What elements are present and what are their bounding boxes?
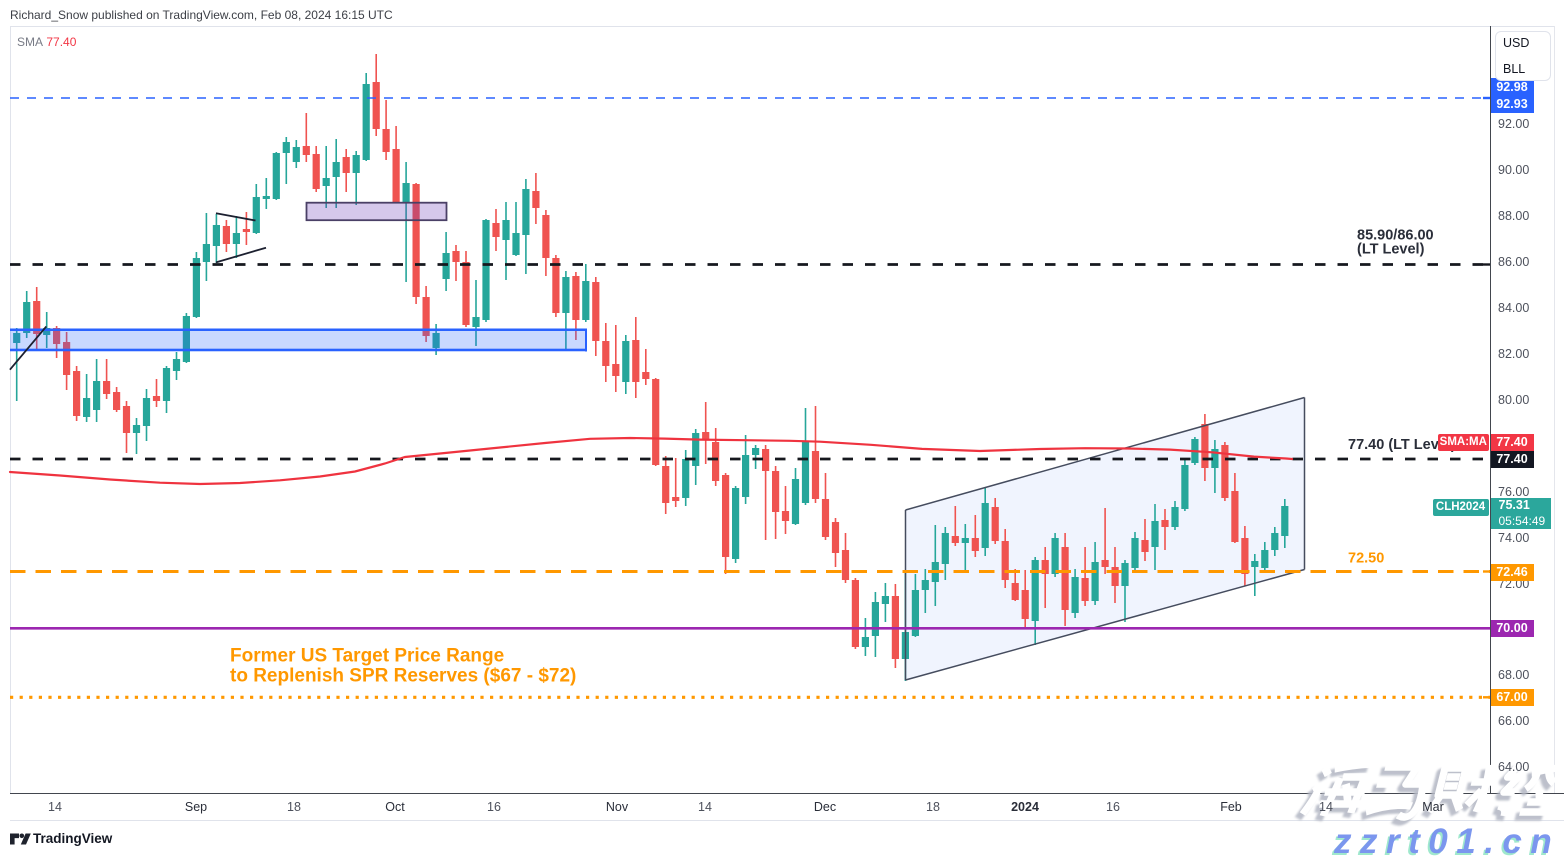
svg-text:TradingView: TradingView	[33, 831, 113, 846]
svg-text:72.50: 72.50	[1348, 551, 1384, 567]
svg-text:77.40 (LT Level): 77.40 (LT Level)	[1348, 437, 1456, 453]
svg-text:Former US Target Price Range: Former US Target Price Range	[230, 646, 504, 667]
svg-text:(LT Level): (LT Level)	[1357, 242, 1425, 258]
svg-text:zzrt01.cn: zzrt01.cn	[1333, 822, 1560, 857]
svg-text:to Replenish SPR Reserves ($67: to Replenish SPR Reserves ($67 - $72)	[230, 666, 576, 687]
svg-text:85.90/86.00: 85.90/86.00	[1357, 228, 1434, 244]
